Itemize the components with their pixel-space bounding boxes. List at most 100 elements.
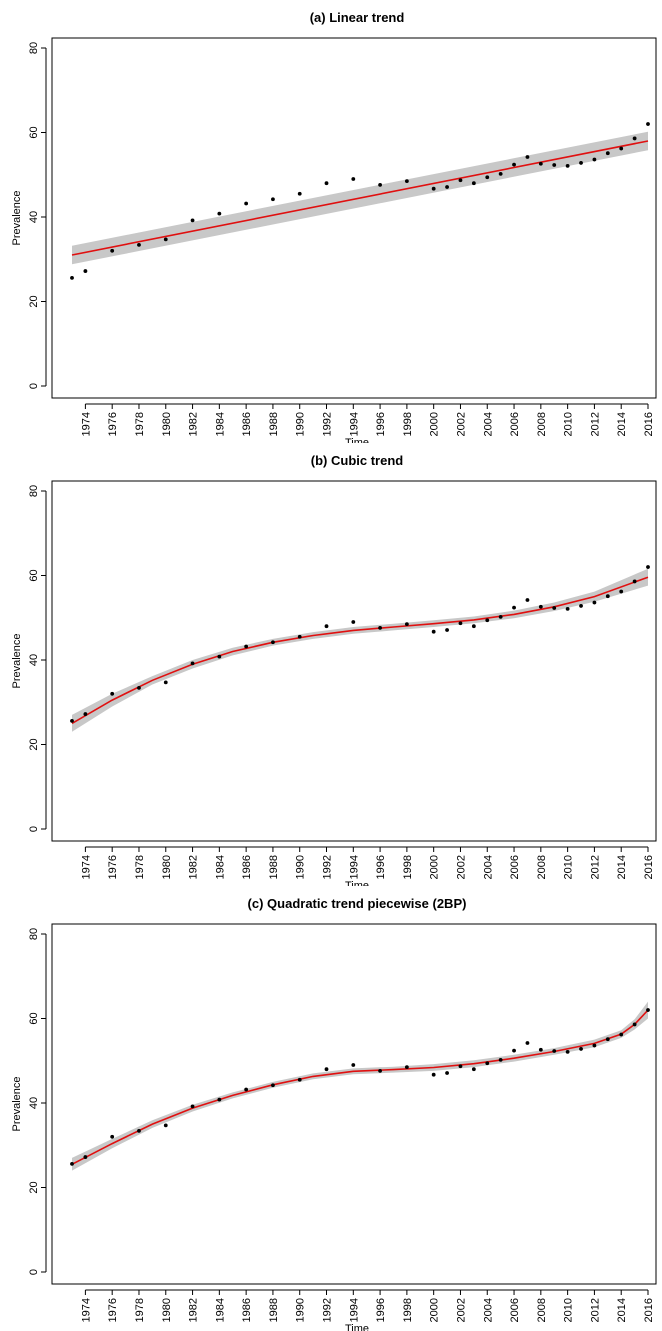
data-point <box>217 211 222 216</box>
data-point <box>190 218 195 223</box>
data-point <box>244 644 249 649</box>
data-point <box>351 620 356 624</box>
x-tick-label: 1974 <box>80 1298 92 1322</box>
y-tick-label: 80 <box>28 485 40 497</box>
data-point <box>512 1048 516 1053</box>
x-tick-label: 2006 <box>509 855 521 879</box>
x-tick-label: 2010 <box>563 855 575 879</box>
data-point <box>565 1049 570 1054</box>
data-point <box>525 155 530 159</box>
data-point <box>351 1063 356 1067</box>
data-point <box>646 122 650 126</box>
data-point <box>605 594 610 599</box>
data-point <box>378 182 382 187</box>
x-tick-label: 1976 <box>107 1298 119 1322</box>
x-tick-label: 2000 <box>429 412 441 436</box>
data-point <box>552 606 557 610</box>
x-tick-label: 2010 <box>563 412 575 436</box>
data-point <box>619 1032 624 1037</box>
data-point <box>565 163 570 168</box>
x-tick-label: 1986 <box>241 1298 253 1322</box>
data-point <box>619 589 624 594</box>
data-point <box>579 161 583 165</box>
plot-frame <box>51 37 657 399</box>
data-point <box>137 1128 141 1133</box>
data-point <box>605 1037 610 1042</box>
x-axis-label: Time <box>345 437 369 443</box>
data-point <box>190 661 195 666</box>
chart-title: (b) Cubic trend <box>311 453 403 468</box>
data-point <box>552 1049 557 1053</box>
x-tick-label: 2000 <box>429 855 441 879</box>
data-point <box>431 186 436 191</box>
y-axis-label: Prevalence <box>11 190 23 245</box>
data-point <box>485 618 490 623</box>
panel-linear-trend: (a) Linear trend 0 20 40 60 80 1974 1976 1978 198… <box>11 10 657 443</box>
data-point <box>271 1083 275 1088</box>
x-tick-label: 1980 <box>161 855 173 879</box>
x-tick-label: 1984 <box>214 1298 226 1322</box>
y-tick-label: 60 <box>28 126 40 138</box>
x-tick-label: 1974 <box>80 412 92 436</box>
data-point <box>471 624 476 629</box>
data-point <box>271 197 275 202</box>
data-point <box>632 1022 637 1027</box>
x-tick-label: 1992 <box>322 1298 334 1322</box>
data-point <box>431 629 436 634</box>
x-tick-label: 2014 <box>616 855 628 879</box>
x-tick-label: 2012 <box>589 855 601 879</box>
data-point <box>445 1071 449 1075</box>
data-point <box>163 680 168 685</box>
y-tick-label: 20 <box>28 295 40 307</box>
data-point <box>244 201 249 206</box>
x-tick-label: 1976 <box>107 855 119 879</box>
data-point <box>498 615 503 619</box>
panel-quadratic-piecewise-trend: (c) Quadratic trend piecewise (2BP) 0 20 40… <box>11 896 657 1331</box>
x-tick-label: 1978 <box>134 855 146 879</box>
x-tick-label: 2014 <box>616 1298 628 1322</box>
data-point <box>217 1097 222 1102</box>
x-tick-label: 2010 <box>563 1298 575 1322</box>
x-tick-label: 1986 <box>241 855 253 879</box>
data-point <box>579 1047 583 1051</box>
x-tick-label: 1998 <box>402 412 414 436</box>
data-point <box>592 1043 597 1048</box>
x-tick-label: 1996 <box>375 412 387 436</box>
x-tick-label: 1990 <box>295 855 307 879</box>
data-point <box>579 604 583 608</box>
data-point <box>244 1087 249 1092</box>
data-point <box>137 685 141 690</box>
data-point <box>458 621 463 626</box>
x-tick-label: 1978 <box>134 412 146 436</box>
data-point <box>404 1065 409 1069</box>
data-point <box>431 1072 436 1077</box>
x-tick-label: 2014 <box>616 412 628 436</box>
x-tick-label: 1974 <box>80 855 92 879</box>
x-tick-label: 1998 <box>402 1298 414 1322</box>
y-tick-label: 40 <box>28 1097 40 1109</box>
x-tick-label: 2008 <box>536 1298 548 1322</box>
x-tick-label: 2008 <box>536 855 548 879</box>
data-point <box>485 1061 490 1066</box>
x-tick-label: 1990 <box>295 1298 307 1322</box>
data-point <box>592 600 597 605</box>
data-point <box>485 175 490 180</box>
x-tick-label: 1996 <box>375 1298 387 1322</box>
x-tick-label: 2004 <box>482 855 494 879</box>
y-tick-label: 0 <box>28 383 40 389</box>
data-point <box>378 625 382 630</box>
data-point <box>83 1155 88 1159</box>
data-point <box>592 157 597 162</box>
x-tick-label: 2016 <box>643 1298 655 1322</box>
x-tick-label: 2012 <box>589 1298 601 1322</box>
x-tick-label: 1984 <box>214 412 226 436</box>
x-tick-label: 2012 <box>589 412 601 436</box>
data-point <box>324 624 329 629</box>
y-tick-label: 40 <box>28 654 40 666</box>
x-tick-label: 1998 <box>402 855 414 879</box>
data-point <box>297 1077 302 1082</box>
data-point <box>498 1058 503 1062</box>
data-point <box>163 1123 168 1128</box>
y-tick-label: 80 <box>28 42 40 54</box>
